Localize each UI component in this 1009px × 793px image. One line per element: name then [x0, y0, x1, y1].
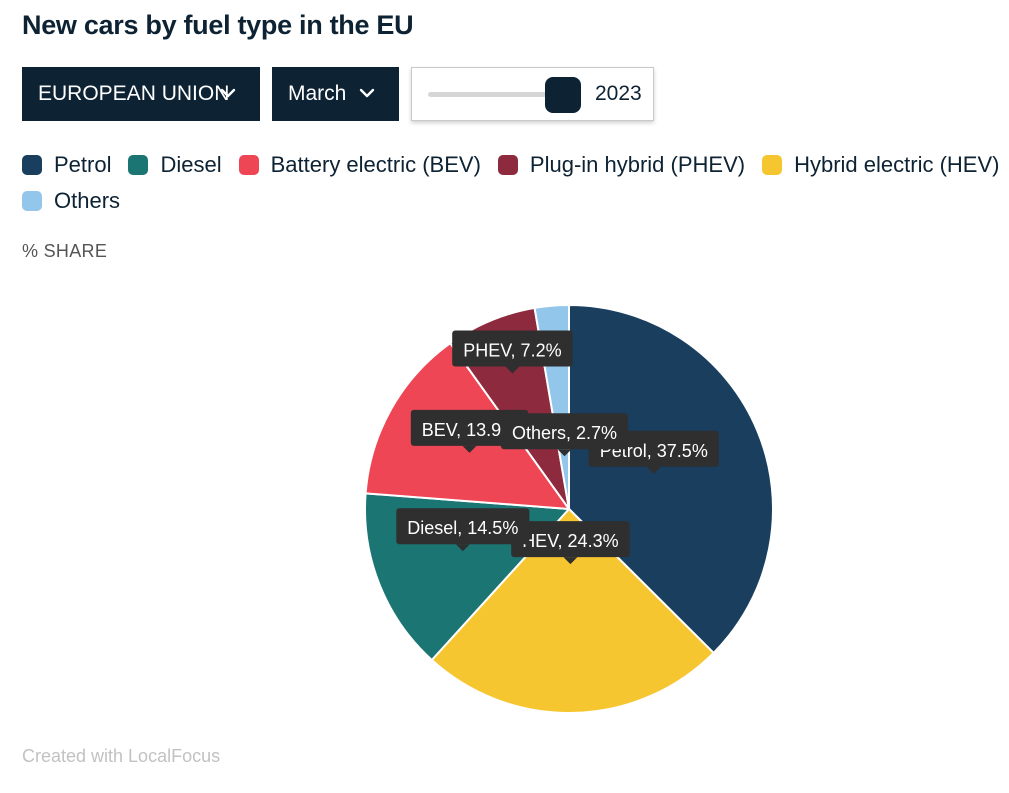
- data-label-others: Others, 2.7%: [512, 423, 617, 443]
- legend-label: Hybrid electric (HEV): [794, 152, 1000, 177]
- year-slider-value: 2023: [595, 82, 642, 105]
- legend-label: Battery electric (BEV): [270, 152, 481, 177]
- data-label-hev: HEV, 24.3%: [522, 531, 618, 551]
- chart-title: New cars by fuel type in the EU: [22, 10, 414, 40]
- legend-swatch: [238, 155, 259, 175]
- chevron-down-icon: [359, 88, 375, 98]
- year-slider-track[interactable]: [428, 92, 564, 97]
- credit-text: Created with LocalFocus: [22, 746, 221, 766]
- tooltip-pointer: [455, 544, 470, 552]
- tooltip-pointer: [646, 466, 661, 474]
- tooltip-pointer: [462, 445, 477, 453]
- legend-item-diesel[interactable]: Diesel: [128, 152, 222, 178]
- year-slider: 2023: [411, 67, 654, 121]
- data-label-diesel: Diesel, 14.5%: [407, 518, 518, 538]
- legend-swatch: [762, 155, 783, 175]
- chevron-down-icon: [220, 88, 236, 98]
- pie-slice-hev[interactable]: [430, 508, 715, 714]
- year-slider-handle[interactable]: [544, 77, 581, 113]
- tooltip-box: [511, 521, 630, 558]
- tooltip-bev: BEV, 13.9%: [410, 409, 529, 453]
- chart-subtitle: % SHARE: [22, 241, 108, 261]
- tooltip-box: [452, 330, 573, 367]
- month-dropdown[interactable]: March: [272, 67, 399, 121]
- tooltip-box: [396, 508, 530, 545]
- tooltip-phev: PHEV, 7.2%: [452, 330, 573, 374]
- pie-slice-petrol[interactable]: [568, 304, 774, 654]
- legend-label: Diesel: [160, 152, 222, 177]
- data-label-bev: BEV, 13.9%: [422, 420, 517, 440]
- legend-row: Petrol Diesel Battery electric (BEV) Plug-i…: [22, 152, 1009, 178]
- legend-label: Plug-in hybrid (PHEV): [529, 152, 746, 177]
- tooltip-pointer: [563, 557, 578, 565]
- legend-item-bev[interactable]: Battery electric (BEV): [238, 152, 481, 178]
- legend-swatch: [22, 155, 42, 175]
- legend-item-others[interactable]: Others: [22, 188, 120, 214]
- legend-row: Others: [22, 188, 137, 214]
- legend-label: Petrol: [54, 152, 112, 177]
- legend-swatch: [22, 191, 42, 211]
- legend-item-hev[interactable]: Hybrid electric (HEV): [762, 152, 999, 178]
- tooltip-box: [501, 413, 628, 450]
- legend-swatch: [497, 155, 518, 175]
- legend-item-petrol[interactable]: Petrol: [22, 152, 111, 178]
- tooltip-hev: HEV, 24.3%: [511, 521, 630, 565]
- month-dropdown-label: March: [288, 82, 347, 105]
- tooltip-pointer: [505, 366, 520, 374]
- region-dropdown[interactable]: EUROPEAN UNION: [22, 67, 260, 121]
- tooltip-pointer: [557, 449, 572, 457]
- legend-item-phev[interactable]: Plug-in hybrid (PHEV): [497, 152, 746, 178]
- region-dropdown-label: EUROPEAN UNION: [38, 82, 230, 105]
- tooltip-box: [410, 409, 529, 446]
- legend-label: Others: [54, 188, 121, 213]
- data-label-phev: PHEV, 7.2%: [463, 341, 561, 361]
- legend-swatch: [128, 155, 149, 175]
- tooltip-diesel: Diesel, 14.5%: [396, 508, 530, 552]
- tooltip-others: Others, 2.7%: [501, 413, 628, 457]
